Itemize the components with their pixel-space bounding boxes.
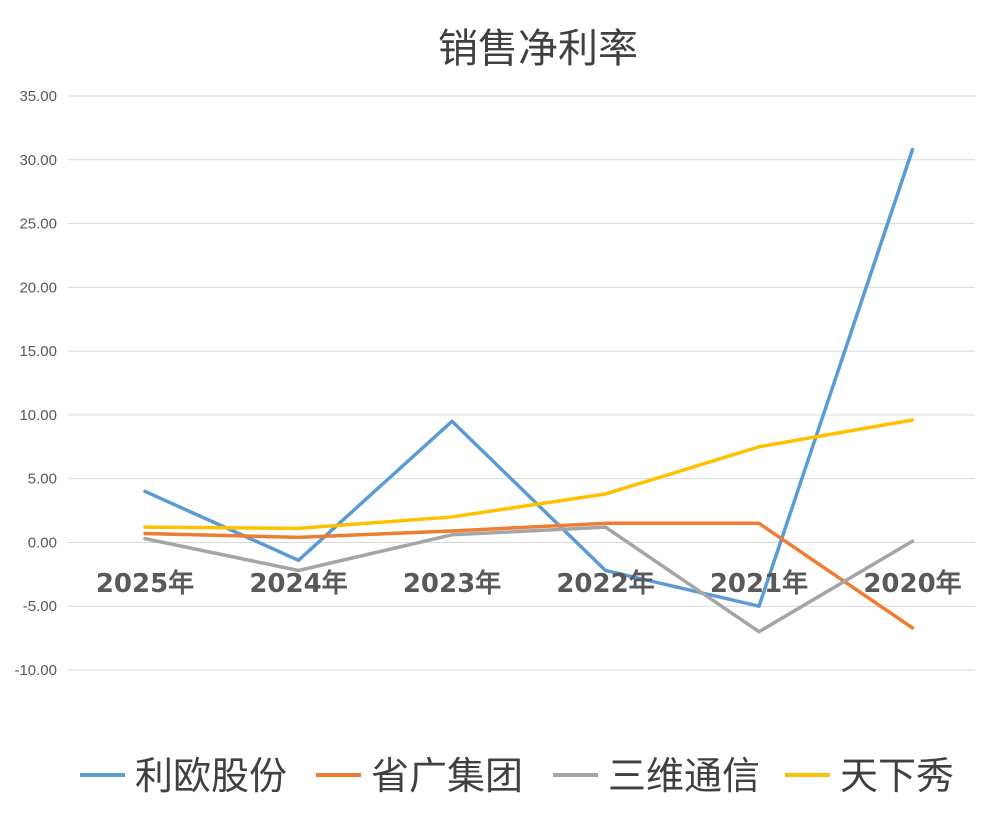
data-point	[911, 539, 914, 543]
y-tick-label: 20.00	[19, 279, 57, 296]
x-tick-label: 2022年	[556, 568, 654, 599]
data-point	[911, 418, 914, 422]
data-point	[757, 604, 761, 608]
series-line-3	[143, 525, 915, 634]
data-point	[757, 630, 761, 634]
data-point	[757, 445, 761, 449]
data-point	[450, 533, 454, 537]
y-tick-label: 30.00	[19, 152, 57, 169]
data-point	[604, 492, 607, 496]
x-tick-label: 2020年	[863, 568, 961, 599]
data-point	[297, 526, 300, 530]
y-tick-label: -10.00	[14, 662, 57, 679]
legend-label: 利欧股份	[135, 754, 287, 798]
gridlines	[68, 95, 975, 671]
y-tick-label: 0.00	[28, 534, 57, 551]
y-tick-label: 10.00	[19, 407, 57, 424]
series-line-1	[143, 147, 915, 608]
y-tick-label: -5.00	[23, 598, 57, 615]
y-axis-ticks: 35.00 30.00 25.00 20.00 15.00 10.00 5.00 0.00 -5…	[14, 88, 57, 679]
data-point	[143, 489, 147, 493]
data-point	[604, 569, 607, 573]
y-tick-label: 5.00	[28, 471, 57, 488]
data-point	[297, 558, 300, 562]
data-point	[604, 525, 607, 529]
legend: 利欧股份 省广集团 三维通信 天下秀	[80, 754, 954, 798]
y-tick-label: 15.00	[19, 343, 57, 360]
y-tick-label: 35.00	[19, 88, 57, 105]
data-point	[450, 529, 454, 533]
x-tick-label: 2025年	[96, 568, 194, 599]
data-point	[911, 148, 914, 152]
data-point	[450, 515, 454, 519]
x-tick-label: 2023年	[403, 568, 501, 599]
data-point	[450, 419, 454, 423]
data-point	[297, 535, 300, 539]
legend-label: 省广集团	[371, 754, 523, 798]
data-point	[604, 521, 607, 525]
data-point	[911, 626, 914, 630]
x-tick-label: 2024年	[249, 568, 347, 599]
x-axis-ticks: 2025年 2024年 2023年 2022年 2021年 2020年	[96, 568, 962, 599]
y-tick-label: 25.00	[19, 216, 57, 233]
chart-title: 销售净利率	[438, 26, 638, 72]
data-point	[757, 521, 761, 525]
legend-label: 天下秀	[840, 754, 954, 798]
x-tick-label: 2021年	[710, 568, 808, 599]
data-point	[143, 525, 147, 529]
series-line-4	[143, 418, 915, 531]
data-point	[143, 532, 147, 536]
data-point	[297, 569, 300, 573]
series-lines	[143, 147, 915, 634]
series-line-2	[143, 521, 915, 630]
legend-label: 三维通信	[608, 754, 760, 798]
data-point	[143, 537, 147, 541]
